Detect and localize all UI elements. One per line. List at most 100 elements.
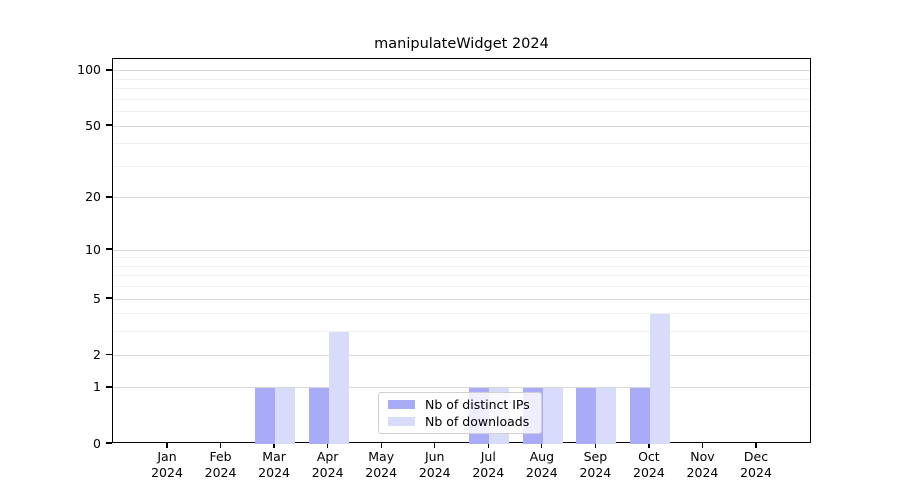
grid-line-major	[113, 125, 810, 127]
grid-line-minor	[113, 88, 810, 90]
bar-distinct-ips	[629, 387, 650, 444]
bar-downloads	[542, 387, 563, 444]
x-tick-label-year: 2024	[258, 465, 290, 480]
grid-line-minor	[113, 143, 810, 145]
x-tick-label-year: 2024	[740, 465, 772, 480]
bar-downloads	[649, 313, 670, 444]
grid-line-major	[113, 354, 810, 356]
x-tick-label: Nov 2024	[657, 449, 747, 481]
x-tick-label-year: 2024	[365, 465, 398, 480]
x-tick-label-month: Sep	[583, 449, 608, 464]
y-tick-label: 1	[93, 379, 101, 395]
chart-title: manipulateWidget 2024	[374, 36, 549, 52]
x-tick-label-year: 2024	[686, 465, 719, 480]
x-tick-label-year: 2024	[525, 465, 558, 480]
grid-line-major	[113, 387, 810, 389]
grid-line-minor	[113, 331, 810, 333]
x-tick-label-month: Mar	[262, 449, 286, 464]
y-axis-tick	[106, 196, 112, 198]
y-tick-label: 100	[77, 62, 101, 78]
grid-line-minor	[113, 265, 810, 267]
x-tick-label: Mar 2024	[229, 449, 319, 481]
x-axis-tick	[219, 443, 222, 448]
grid-line-major	[113, 197, 810, 199]
x-tick-label-month: Jan	[157, 449, 177, 464]
legend-label-distinct-ips: Nb of distinct IPs	[425, 397, 530, 412]
grid-line-minor	[113, 313, 810, 315]
x-tick-label: Jul 2024	[443, 449, 533, 481]
x-tick-label-year: 2024	[151, 465, 183, 480]
x-tick-label-month: Apr	[316, 449, 339, 464]
legend: Nb of distinct IPs Nb of downloads	[378, 392, 542, 434]
x-tick-label: Jan 2024	[122, 449, 212, 481]
grid-line-minor	[113, 286, 810, 288]
y-tick-label: 2	[93, 346, 101, 362]
x-tick-label-year: 2024	[204, 465, 237, 480]
y-tick-label: 10	[85, 241, 101, 257]
grid-line-minor	[113, 111, 810, 113]
legend-label-downloads: Nb of downloads	[425, 414, 530, 429]
y-axis-tick	[106, 386, 112, 388]
x-tick-label: Dec 2024	[711, 449, 801, 481]
x-tick-label-year: 2024	[311, 465, 344, 480]
bar-distinct-ips	[576, 387, 597, 444]
y-axis-tick	[106, 353, 112, 355]
legend-item-downloads: Nb of downloads	[388, 413, 537, 430]
y-axis-tick	[106, 248, 112, 250]
x-tick-label: Feb 2024	[176, 449, 266, 481]
x-axis-tick	[541, 443, 543, 448]
x-tick-label: May 2024	[336, 449, 426, 481]
x-tick-label-year: 2024	[579, 465, 612, 480]
x-axis-tick	[594, 443, 596, 448]
legend-item-distinct-ips: Nb of distinct IPs	[388, 396, 537, 413]
grid-line-major	[113, 298, 810, 300]
x-axis-tick	[487, 443, 489, 448]
y-tick-label: 5	[93, 290, 101, 306]
x-tick-label-month: Aug	[529, 449, 555, 464]
x-axis-tick	[648, 443, 650, 448]
bar-downloads	[275, 387, 296, 444]
y-tick-label: 50	[85, 117, 101, 133]
x-tick-label-year: 2024	[472, 465, 505, 480]
plot-area	[112, 58, 811, 444]
bar-downloads	[328, 331, 349, 444]
x-tick-label-month: Dec	[743, 449, 769, 464]
x-tick-label-month: Feb	[209, 449, 232, 464]
grid-line-major	[113, 249, 810, 251]
x-tick-label: Jun 2024	[390, 449, 480, 481]
x-tick-label-month: Oct	[638, 449, 660, 464]
x-tick-label-month: Jul	[480, 449, 496, 464]
x-tick-label-month: May	[368, 449, 395, 464]
x-tick-label-month: Nov	[690, 449, 715, 464]
x-tick-label-month: Jun	[424, 449, 445, 464]
x-tick-label: Apr 2024	[283, 449, 373, 481]
y-axis-tick	[106, 297, 112, 299]
x-tick-label: Aug 2024	[497, 449, 587, 481]
x-axis-tick	[434, 443, 436, 448]
x-tick-label: Oct 2024	[604, 449, 694, 481]
grid-line-minor	[113, 257, 810, 259]
y-tick-label: 0	[93, 435, 101, 451]
grid-line-major	[113, 70, 810, 72]
x-axis-tick	[380, 443, 382, 448]
grid-line-minor	[113, 78, 810, 80]
y-tick-label: 20	[85, 189, 101, 205]
x-axis-tick	[326, 443, 329, 448]
y-axis-tick	[106, 124, 112, 126]
grid-line-minor	[113, 98, 810, 100]
x-tick-label-year: 2024	[418, 465, 451, 480]
y-axis-tick	[106, 69, 112, 71]
y-axis-tick	[106, 442, 112, 444]
x-axis-tick	[755, 443, 757, 448]
x-tick-label: Sep 2024	[550, 449, 640, 481]
x-tick-label-year: 2024	[633, 465, 665, 480]
bar-downloads	[596, 387, 617, 444]
x-axis-tick	[701, 443, 704, 448]
legend-swatch-distinct-ips	[388, 400, 415, 409]
grid-line-minor	[113, 275, 810, 277]
legend-swatch-downloads	[388, 417, 415, 426]
x-axis-tick	[273, 443, 275, 448]
bar-distinct-ips	[255, 387, 276, 444]
x-axis-tick	[166, 443, 168, 448]
